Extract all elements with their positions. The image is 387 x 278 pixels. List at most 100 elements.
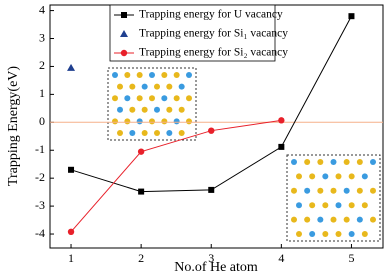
atom [173,118,180,125]
marker [278,117,285,124]
atom [317,216,324,223]
atom [112,95,118,102]
marker [68,166,75,173]
atom [317,187,324,194]
atom [356,216,363,223]
legend-label: Trapping energy for Si₁ vacancy [139,28,288,40]
atom [154,130,160,136]
marker [208,186,215,193]
marker [348,13,355,20]
y-tick-label: 4 [39,2,45,16]
atom [361,231,368,237]
atom [129,83,136,90]
atom [186,95,192,102]
atom [309,231,316,237]
insets [107,67,381,242]
atom [141,130,148,136]
atom [124,95,131,102]
atom [322,202,329,209]
inset-left [107,67,197,141]
atom [356,159,363,165]
atom [335,202,342,209]
atom [335,173,342,180]
marker [278,143,285,150]
atom [370,216,376,223]
legend-marker [120,30,128,37]
atom [149,118,155,125]
atom [322,173,329,180]
atom [370,187,376,194]
atom [370,159,376,165]
atom [166,130,173,136]
x-tick-label: 4 [278,251,284,265]
atom [136,118,143,125]
atom [291,187,297,194]
x-axis-title: No.of He atom [174,260,258,275]
marker [67,228,75,235]
legend-label: Trapping energy for Si₂ vacancy [139,47,288,59]
atom [117,130,123,136]
x-tick-label: 2 [138,251,144,265]
atom [356,187,363,194]
y-tick-label: -3 [35,198,45,212]
atom [117,83,123,90]
atom [343,187,350,194]
legend-box [109,4,276,62]
atom [291,159,297,165]
atom [296,173,302,180]
atom [161,95,168,102]
x-tick-label: 3 [208,251,214,265]
atom [330,187,337,194]
atom [141,106,148,113]
atom [129,106,136,113]
atom [343,159,350,165]
atom [361,173,368,180]
atom [166,106,173,113]
x-tick-label: 5 [348,251,354,265]
marker [137,148,145,155]
atom [304,187,311,194]
atom [335,231,342,237]
y-tick-label: 2 [39,58,45,72]
atom [361,202,368,209]
atom [154,106,160,113]
atom [161,118,168,125]
atom [330,159,337,165]
atom [149,95,155,102]
atom [291,216,297,223]
atom [161,72,168,78]
atom [141,83,148,90]
marker [208,127,215,134]
atom [112,72,118,78]
atom [348,231,355,237]
atom [149,72,155,78]
atom [348,173,355,180]
x-tick-label: 1 [68,251,74,265]
atom [322,231,329,237]
atom [178,83,185,90]
atom [296,231,302,237]
atom [136,95,143,102]
atom [348,202,355,209]
atom [117,106,123,113]
legend-marker [121,12,127,18]
y-axis-title: Trapping Energy(eV) [6,66,21,186]
atom [304,216,311,223]
y-tick-label: -4 [35,226,45,240]
atom [186,118,192,125]
marker [138,188,145,195]
atom [166,83,173,90]
y-tick-label: -1 [35,142,45,156]
atom [124,118,131,125]
marker [67,63,76,71]
atom [178,130,185,136]
atom [124,72,131,78]
atom [330,216,337,223]
y-tick-label: 0 [39,114,45,128]
atom [309,173,316,180]
atom [296,202,302,209]
atom [309,202,316,209]
atom [304,159,311,165]
